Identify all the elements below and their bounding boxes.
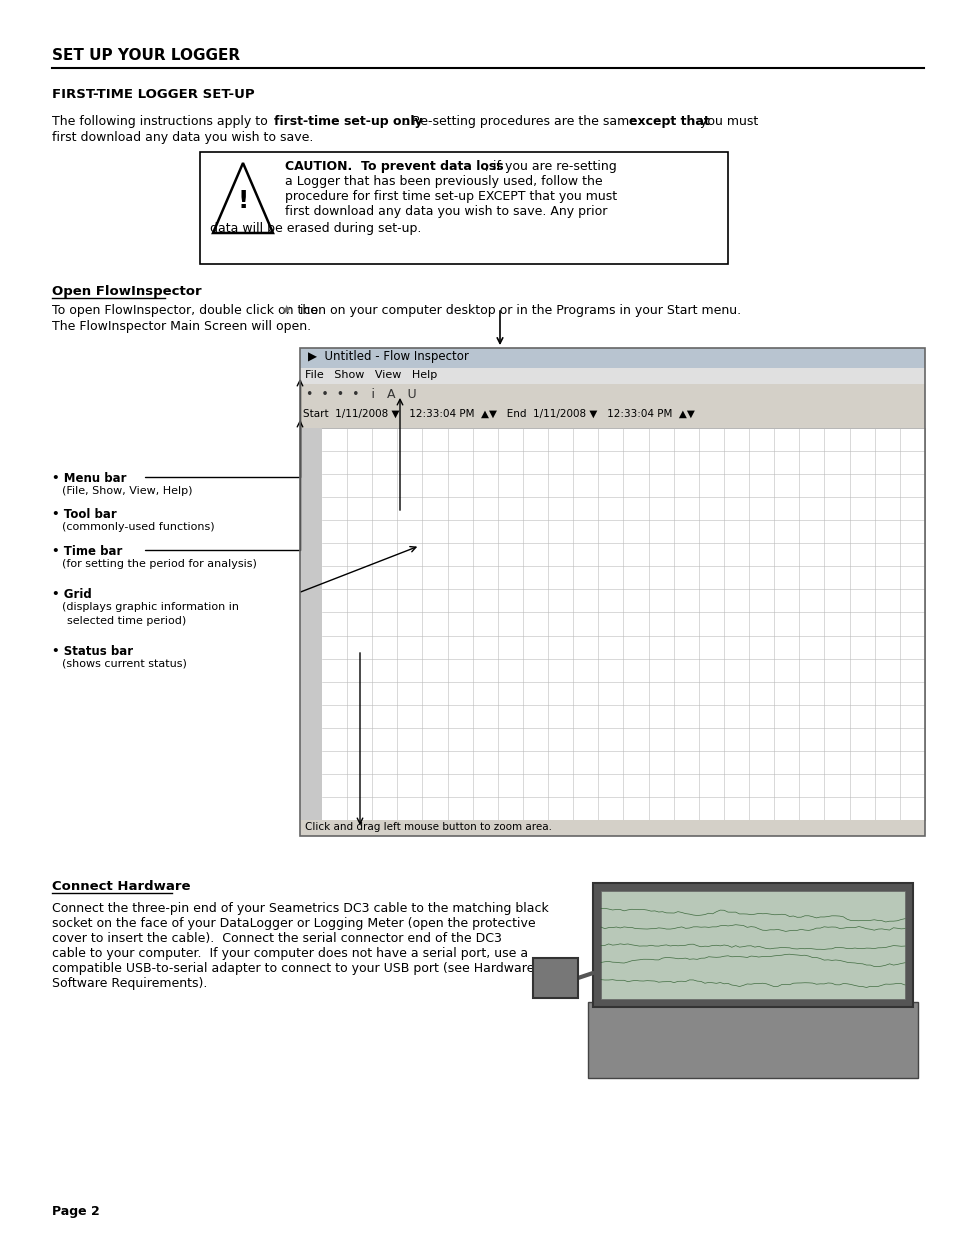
Text: compatible USB-to-serial adapter to connect to your USB port (see Hardware/: compatible USB-to-serial adapter to conn… xyxy=(52,962,538,974)
Text: selected time period): selected time period) xyxy=(67,616,186,626)
Text: icon on your computer desktop or in the Programs in your Start menu.: icon on your computer desktop or in the … xyxy=(299,304,740,317)
Text: • Tool bar: • Tool bar xyxy=(52,508,116,521)
Text: (commonly-used functions): (commonly-used functions) xyxy=(62,522,214,532)
Text: Page 2: Page 2 xyxy=(52,1205,100,1218)
Text: ★: ★ xyxy=(280,304,292,317)
Text: you must: you must xyxy=(700,115,758,128)
Text: Click and drag left mouse button to zoom area.: Click and drag left mouse button to zoom… xyxy=(305,823,552,832)
Text: cover to insert the cable).  Connect the serial connector end of the DC3: cover to insert the cable). Connect the … xyxy=(52,932,501,945)
Text: ▶  Untitled - Flow Inspector: ▶ Untitled - Flow Inspector xyxy=(308,350,468,363)
Text: To open FlowInspector, double click on the: To open FlowInspector, double click on t… xyxy=(52,304,317,317)
Bar xyxy=(593,883,912,1007)
Text: File   Show   View   Help: File Show View Help xyxy=(305,370,436,380)
Text: first download any data you wish to save. Any prior: first download any data you wish to save… xyxy=(285,205,607,219)
Text: Connect the three-pin end of your Seametrics DC3 cable to the matching black: Connect the three-pin end of your Seamet… xyxy=(52,902,548,915)
Text: Open FlowInspector: Open FlowInspector xyxy=(52,285,201,298)
Bar xyxy=(600,890,904,999)
Text: CAUTION.  To prevent data loss: CAUTION. To prevent data loss xyxy=(285,161,503,173)
Text: first download any data you wish to save.: first download any data you wish to save… xyxy=(52,131,313,144)
Text: . Re-setting procedures are the same: . Re-setting procedures are the same xyxy=(403,115,637,128)
Text: The FlowInspector Main Screen will open.: The FlowInspector Main Screen will open. xyxy=(52,320,311,333)
Text: SET UP YOUR LOGGER: SET UP YOUR LOGGER xyxy=(52,48,240,63)
Text: procedure for first time set-up EXCEPT that you must: procedure for first time set-up EXCEPT t… xyxy=(285,190,617,203)
Text: (File, Show, View, Help): (File, Show, View, Help) xyxy=(62,487,193,496)
Bar xyxy=(299,406,924,429)
Text: • Time bar: • Time bar xyxy=(52,545,122,558)
Bar xyxy=(299,429,924,820)
Text: Start  1/11/2008 ▼   12:33:04 PM  ▲▼   End  1/11/2008 ▼   12:33:04 PM  ▲▼: Start 1/11/2008 ▼ 12:33:04 PM ▲▼ End 1/1… xyxy=(303,409,694,419)
Text: •  •  •  •   i   A   U: • • • • i A U xyxy=(306,388,416,401)
Bar xyxy=(299,820,924,836)
Text: • Status bar: • Status bar xyxy=(52,645,133,658)
Text: a Logger that has been previously used, follow the: a Logger that has been previously used, … xyxy=(285,175,602,188)
Bar xyxy=(299,368,924,384)
Text: socket on the face of your DataLogger or Logging Meter (open the protective: socket on the face of your DataLogger or… xyxy=(52,918,535,930)
Text: • Menu bar: • Menu bar xyxy=(52,472,127,485)
Text: first-time set-up only: first-time set-up only xyxy=(274,115,422,128)
Text: • Grid: • Grid xyxy=(52,588,91,601)
Text: FIRST-TIME LOGGER SET-UP: FIRST-TIME LOGGER SET-UP xyxy=(52,88,254,101)
Bar xyxy=(533,958,578,998)
Text: Connect Hardware: Connect Hardware xyxy=(52,881,191,893)
Bar xyxy=(200,152,727,264)
Bar xyxy=(299,429,322,820)
Text: , if you are re-setting: , if you are re-setting xyxy=(484,161,616,173)
Text: (displays graphic information in: (displays graphic information in xyxy=(62,601,239,613)
Text: The following instructions apply to: The following instructions apply to xyxy=(52,115,268,128)
Text: (for setting the period for analysis): (for setting the period for analysis) xyxy=(62,559,256,569)
Bar xyxy=(299,348,924,368)
Bar xyxy=(587,1002,917,1078)
Bar xyxy=(299,348,924,836)
Bar xyxy=(299,384,924,406)
Text: !: ! xyxy=(237,189,249,214)
Text: cable to your computer.  If your computer does not have a serial port, use a: cable to your computer. If your computer… xyxy=(52,947,528,960)
Text: Software Requirements).: Software Requirements). xyxy=(52,977,207,990)
Text: (shows current status): (shows current status) xyxy=(62,659,187,669)
Text: data will be erased during set-up.: data will be erased during set-up. xyxy=(210,222,421,235)
Text: except that: except that xyxy=(628,115,709,128)
